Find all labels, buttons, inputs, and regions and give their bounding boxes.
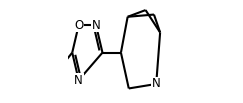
Text: N: N xyxy=(152,77,161,90)
Text: N: N xyxy=(92,19,100,32)
Text: O: O xyxy=(74,19,83,32)
Text: N: N xyxy=(74,74,83,87)
